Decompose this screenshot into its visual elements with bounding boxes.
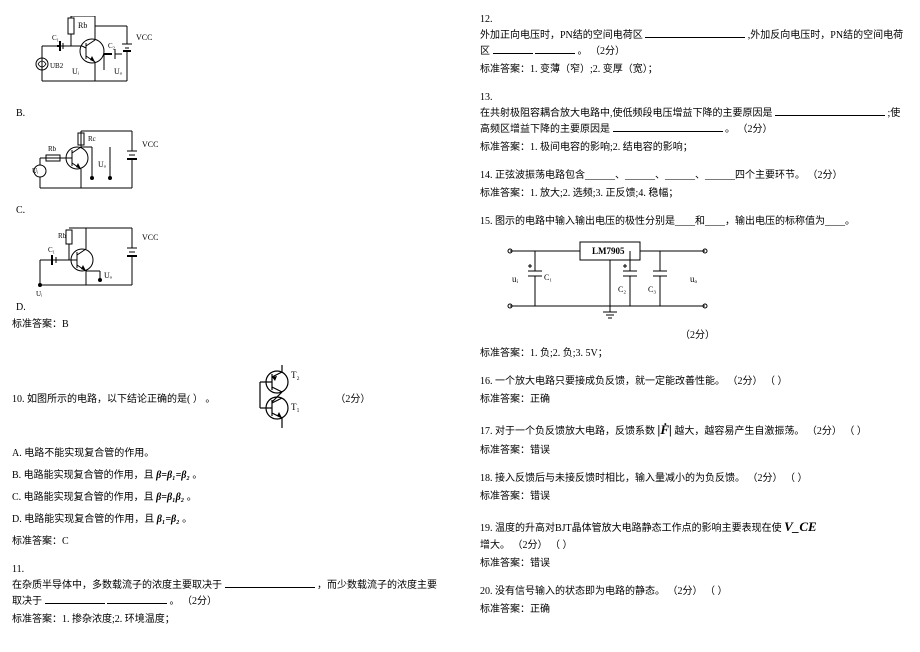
- svg-text:VCC: VCC: [142, 233, 158, 242]
- q10-opt-d: D. 电路能实现复合管的作用，且 β₁=β₂ 。: [12, 512, 440, 528]
- svg-text:C₁: C₁: [52, 34, 59, 42]
- q11-answer: 标准答案：1. 掺杂浓度;2. 环境温度；: [12, 612, 440, 628]
- question-11: 11. 在杂质半导体中，多数载流子的浓度主要取决于 ，而少数载流子的浓度主要取决…: [12, 562, 440, 628]
- svg-text:Uᵢ: Uᵢ: [72, 67, 80, 76]
- q10-opt-b: B. 电路能实现复合管的作用，且 β=β₁=β₂ 。: [12, 468, 440, 484]
- svg-text:UB2: UB2: [50, 62, 64, 70]
- question-18: 18. 接入反馈后与未接反馈时相比，输入量减小的为负反馈。 （2分） （ ） 标…: [480, 471, 908, 505]
- question-13: 13. 在共射极阻容耦合放大电路中,使低频段电压增益下降的主要原因是 ;使高频区…: [480, 90, 908, 156]
- left-column: Rb C₁ UB2: [12, 12, 440, 640]
- svg-text:uₒ: uₒ: [690, 274, 698, 284]
- svg-text:Uᵢ: Uᵢ: [32, 167, 39, 175]
- blank: [107, 594, 167, 604]
- q15-answer: 标准答案：1. 负;2. 负;3. 5V；: [480, 346, 908, 362]
- question-17: 17. 对于一个负反馈放大电路，反馈系数 |F‌̇| 越大，越容易产生自激振荡。…: [480, 420, 908, 459]
- q10-opt-c: C. 电路能实现复合管的作用，且 β=β₁β₂ 。: [12, 490, 440, 506]
- question-12: 12. 外加正向电压时，PN结的空间电荷区 ,外加反向电压时，PN结的空间电荷区…: [480, 12, 908, 78]
- svg-text:Uₒ: Uₒ: [104, 271, 113, 280]
- question-10: 10. 如图所示的电路，以下结论正确的是( ） 。 T₂: [12, 360, 440, 550]
- q14-answer: 标准答案：1. 放大;2. 选频;3. 正反馈;4. 稳幅；: [480, 186, 908, 202]
- q10-figure: T₂ T₁: [235, 360, 315, 440]
- answer-bcd: 标准答案：B: [12, 315, 440, 330]
- question-16: 16. 一个放大电路只要接成负反馈，就一定能改善性能。 （2分） （ ） 标准答…: [480, 374, 908, 408]
- svg-text:Rb: Rb: [48, 145, 57, 153]
- q13-answer: 标准答案：1. 极间电容的影响;2. 结电容的影响；: [480, 140, 908, 156]
- svg-text:Uᵢ: Uᵢ: [36, 290, 43, 298]
- option-b-label: B.: [16, 108, 440, 119]
- q15-figure: LM7905 C₁ C₂: [500, 236, 908, 326]
- blank: [45, 594, 105, 604]
- svg-text:C₂: C₂: [108, 42, 116, 50]
- q10-score: （2分）: [335, 392, 370, 408]
- q12-answer: 标准答案：1. 变薄（窄）;2. 变厚（宽）；: [480, 62, 908, 78]
- svg-text:T₁: T₁: [291, 402, 300, 412]
- svg-text:Uₒ: Uₒ: [114, 67, 123, 76]
- q11-body: 在杂质半导体中，多数载流子的浓度主要取决于 ，而少数载流子的浓度主要取决于 。 …: [12, 578, 440, 610]
- svg-text:C₃: C₃: [648, 285, 656, 294]
- svg-text:C₂: C₂: [618, 285, 626, 294]
- q18-answer: 标准答案：错误: [480, 489, 908, 505]
- q20-answer: 标准答案：正确: [480, 602, 908, 618]
- q16-answer: 标准答案：正确: [480, 392, 908, 408]
- svg-text:VCC: VCC: [136, 33, 152, 42]
- svg-text:Rc: Rc: [88, 135, 96, 143]
- question-14: 14. 正弦波振荡电路包含______、______、______、______…: [480, 168, 908, 202]
- blank: [225, 578, 315, 588]
- q19-answer: 标准答案：错误: [480, 556, 908, 572]
- q10-text: 10. 如图所示的电路，以下结论正确的是( ） 。: [12, 394, 215, 405]
- svg-text:Uₒ: Uₒ: [98, 160, 107, 169]
- circuit-c: Rb Uᵢ Rc VCC: [32, 123, 440, 203]
- question-19: 19. 温度的升高对BJT晶体管放大电路静态工作点的影响主要表现在使 V_CE …: [480, 517, 908, 572]
- question-20: 20. 没有信号输入的状态即为电路的静态。 （2分） （ ） 标准答案：正确: [480, 584, 908, 618]
- q17-answer: 标准答案：错误: [480, 443, 908, 459]
- svg-text:uᵢ: uᵢ: [512, 274, 519, 284]
- circuit-b: Rb C₁ UB2: [32, 16, 440, 106]
- svg-text:VCC: VCC: [142, 140, 158, 149]
- right-column: 12. 外加正向电压时，PN结的空间电荷区 ,外加反向电压时，PN结的空间电荷区…: [480, 12, 908, 640]
- question-15: 15. 图示的电路中输入输出电压的极性分别是____和____，输出电压的标称值…: [480, 214, 908, 362]
- circuit-d: C₁ Uᵢ Rb VCC Uₒ: [32, 220, 440, 300]
- q11-num: 11.: [12, 562, 440, 578]
- option-d-label: D.: [16, 302, 440, 313]
- svg-text:C₁: C₁: [48, 246, 55, 254]
- svg-text:C₁: C₁: [544, 273, 552, 282]
- svg-text:Rb: Rb: [58, 232, 67, 240]
- svg-text:Rb: Rb: [78, 21, 87, 30]
- q10-opt-a: A. 电路不能实现复合管的作用。: [12, 446, 440, 462]
- option-c-label: C.: [16, 205, 440, 216]
- q15-score: （2分）: [680, 328, 908, 344]
- svg-text:T₂: T₂: [291, 370, 300, 380]
- q10-answer: 标准答案：C: [12, 534, 440, 550]
- svg-text:LM7905: LM7905: [592, 246, 625, 256]
